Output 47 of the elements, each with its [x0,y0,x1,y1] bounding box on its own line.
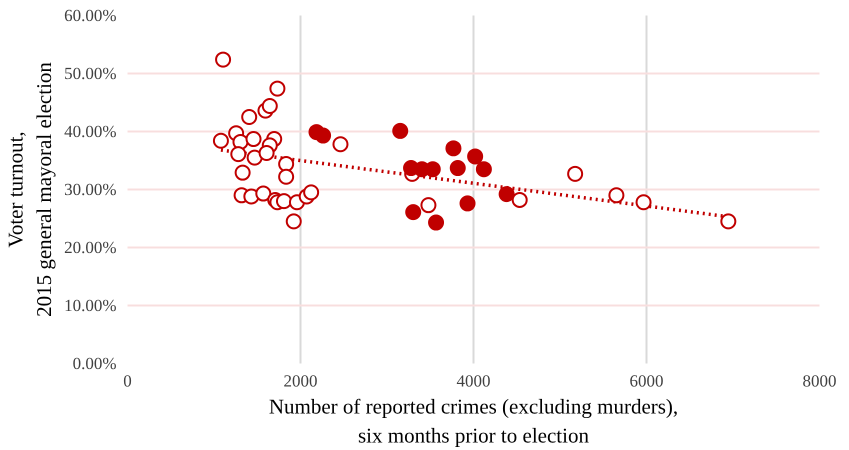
point [428,214,444,231]
point [230,146,246,162]
point [315,128,332,144]
point [332,136,348,152]
point [636,194,652,210]
point [608,187,624,204]
y-tick-label: 30.00% [64,180,117,199]
y-axis-title: Voter turnout, 2015 general mayoral election [3,62,56,317]
point [246,150,263,166]
point [405,204,422,220]
point [276,193,292,210]
point [246,131,262,148]
point [467,148,484,164]
y-tick-label: 50.00% [64,64,117,83]
point [720,213,736,230]
x-tick-label: 0 [123,372,132,390]
point [234,164,251,181]
point [460,195,476,212]
point [215,52,232,68]
point [303,184,320,200]
point [278,156,294,172]
point [420,197,436,214]
point [241,109,258,125]
y-tick-label: 60.00% [64,6,117,25]
point [278,168,294,185]
point [269,80,286,97]
y-tick-label: 10.00% [64,296,117,315]
point [512,192,528,208]
point [476,161,492,178]
point [445,140,462,156]
x-tick-label: 2000 [284,372,318,390]
point [498,186,515,202]
point [392,122,408,139]
point [212,132,229,149]
y-tick-label: 20.00% [64,238,117,257]
y-tick-label: 40.00% [64,122,117,141]
point [258,144,275,161]
x-tick-label: 8000 [802,372,836,390]
x-tick-label: 6000 [630,372,664,390]
y-tick-label: 0.00% [72,354,117,373]
point [567,166,584,182]
point [450,160,466,176]
x-tick-label: 4000 [456,372,490,390]
point [286,213,302,230]
x-axis-title: Number of reported crimes (excluding murders), six months prior to election [268,394,678,448]
point [262,98,278,114]
point [255,186,272,202]
